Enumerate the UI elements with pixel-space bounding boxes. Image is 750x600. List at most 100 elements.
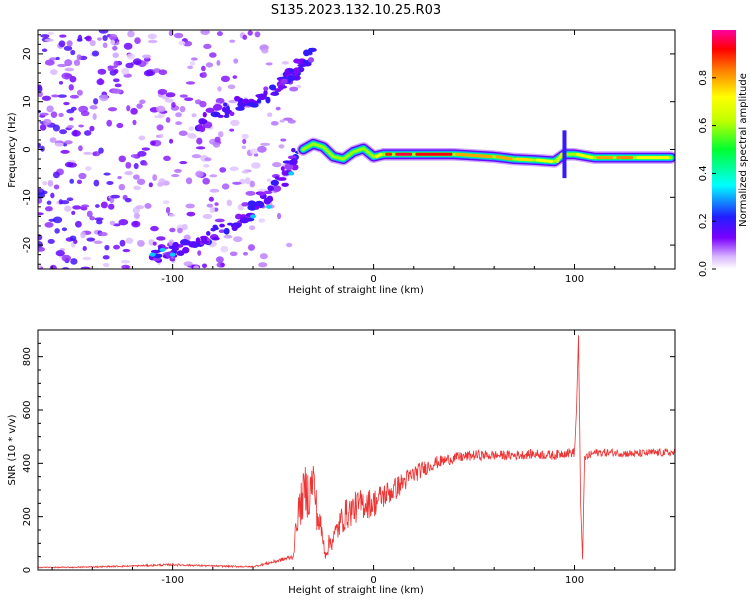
spectral-noise-blob xyxy=(133,162,139,170)
chirp-highlight xyxy=(250,214,257,219)
spectral-noise-blob xyxy=(63,45,73,51)
chirp-blob xyxy=(292,67,300,75)
spectral-noise-blob xyxy=(165,92,176,98)
spectral-noise-blob xyxy=(78,172,87,180)
spectral-noise-blob xyxy=(89,216,95,221)
spectral-noise-blob xyxy=(81,204,90,208)
chirp-blob xyxy=(168,245,176,250)
spectral-noise-blob xyxy=(233,236,243,243)
spectral-noise-blob xyxy=(187,65,194,70)
chirp-blob xyxy=(200,119,208,124)
spectral-noise-blob xyxy=(148,182,153,188)
spectral-noise-blob xyxy=(39,124,47,131)
chirp-blob xyxy=(280,78,288,84)
spectral-noise-blob xyxy=(49,69,58,75)
snr-panel: -100 0 100 0 200 400 600 800 Height of straight… xyxy=(7,329,676,596)
spectral-noise-blob xyxy=(78,145,83,152)
spectral-noise-blob xyxy=(202,213,213,220)
chirp-blob xyxy=(263,86,269,91)
chirp-highlight xyxy=(169,252,176,257)
spectral-noise-blob xyxy=(178,130,188,136)
spectral-noise-blob xyxy=(227,99,238,104)
chirp-blob xyxy=(277,177,287,181)
chirp-blob xyxy=(195,237,201,244)
spectral-noise-blob xyxy=(187,132,196,138)
spectral-noise-blob xyxy=(70,49,76,56)
chirp-blob xyxy=(303,49,310,57)
chirp-blob xyxy=(247,200,257,208)
y-tick-label: 0 xyxy=(22,567,33,573)
spectral-noise-blob xyxy=(93,179,100,187)
spectral-noise-blob xyxy=(195,146,206,150)
spectral-noise-blob xyxy=(132,221,139,226)
colorbar-tick-label: 0.2 xyxy=(698,213,709,229)
spectral-noise-blob xyxy=(94,217,104,221)
spectral-noise-blob xyxy=(95,204,100,208)
chirp-blob xyxy=(231,225,238,231)
spectral-noise-blob xyxy=(147,33,157,40)
spectral-noise-blob xyxy=(41,95,52,101)
spectral-noise-blob xyxy=(216,31,223,37)
spectral-noise-blob xyxy=(47,238,55,244)
spectral-noise-blob xyxy=(171,174,180,178)
spectral-noise-blob xyxy=(82,256,92,261)
spectral-noise-blob xyxy=(49,137,57,143)
spectral-noise-blob xyxy=(107,65,114,72)
chirp-blob xyxy=(210,111,221,118)
spectral-noise-blob xyxy=(226,199,233,206)
spectral-noise-blob xyxy=(109,197,115,204)
spectral-noise-blob xyxy=(209,174,218,178)
spectral-noise-blob xyxy=(247,30,253,36)
y-tick-label: -10 xyxy=(22,189,33,205)
spectral-noise-blob xyxy=(135,205,145,210)
spectral-noise-blob xyxy=(272,161,282,168)
chirp-blob xyxy=(150,249,161,254)
spectral-noise-blob xyxy=(171,101,176,108)
spectral-noise-blob xyxy=(276,212,282,220)
spectral-noise-blob xyxy=(98,147,104,154)
spectral-noise-blob xyxy=(80,110,90,117)
spectral-noise-blob xyxy=(104,244,110,251)
spectral-noise-blob xyxy=(136,178,146,185)
spectral-noise-blob xyxy=(98,231,108,237)
spectral-noise-blob xyxy=(46,105,54,113)
spectral-noise-blob xyxy=(63,101,70,106)
spectral-noise-blob xyxy=(49,57,58,61)
spectral-noise-blob xyxy=(86,210,93,218)
spectral-noise-blob xyxy=(85,35,92,42)
spectral-noise-blob xyxy=(156,105,166,113)
chirp-blob xyxy=(176,250,185,256)
spectral-noise-blob xyxy=(168,30,174,37)
snr-ylabel: SNR (10 * v/v) xyxy=(7,414,18,485)
spectral-noise-blob xyxy=(64,161,74,168)
spectral-noise-blob xyxy=(270,121,279,126)
chirp-blob xyxy=(249,102,259,108)
spectral-noise-blob xyxy=(70,258,78,265)
chirp-blob xyxy=(212,224,218,229)
spectral-noise-blob xyxy=(126,53,136,60)
snr-xlabel: Height of straight line (km) xyxy=(288,585,424,596)
spectral-noise-blob xyxy=(241,202,249,207)
spectral-noise-blob xyxy=(242,34,248,40)
spectral-noise-blob xyxy=(205,62,214,68)
spectral-noise-blob xyxy=(108,33,118,41)
spectral-noise-blob xyxy=(230,119,240,127)
spectral-noise-blob xyxy=(125,237,134,244)
chirp-blob xyxy=(305,61,311,66)
spectral-noise-blob xyxy=(215,256,224,263)
spectral-noise-blob xyxy=(134,37,141,44)
chirp-blob xyxy=(212,104,223,111)
spectral-noise-blob xyxy=(132,58,142,65)
spectral-noise-blob xyxy=(133,174,140,180)
spectral-noise-blob xyxy=(76,89,83,96)
spectral-noise-blob xyxy=(38,84,42,90)
spectral-noise-blob xyxy=(40,145,45,152)
spectral-noise-blob xyxy=(125,161,132,169)
spectral-noise-blob xyxy=(122,248,131,253)
spectral-noise-blob xyxy=(78,124,84,128)
spectral-noise-blob xyxy=(147,39,158,44)
chirp-blob xyxy=(179,239,190,246)
spectral-noise-blob xyxy=(168,138,174,144)
chirp-blob xyxy=(210,227,216,232)
